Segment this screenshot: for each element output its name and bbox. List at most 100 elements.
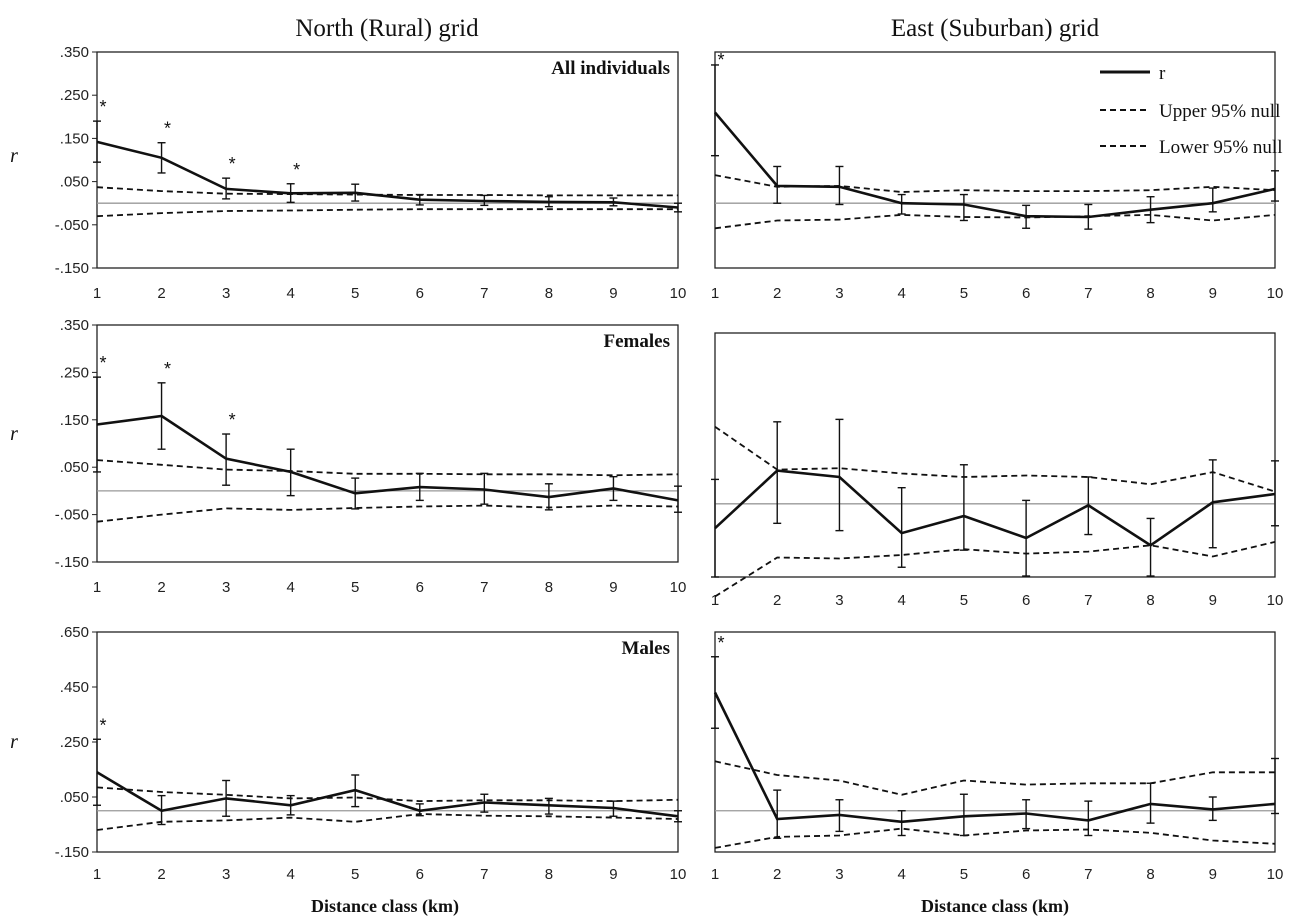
panel-east_all: 1 2 3 4 5 6 7 8 9 10 * (711, 50, 1284, 302)
x-tick-label: 1 (711, 592, 719, 609)
x-tick-label: 4 (286, 285, 294, 302)
error-bar (835, 799, 844, 833)
error-bar (286, 448, 295, 497)
error-bar (711, 64, 719, 157)
upper-null-line (96, 786, 679, 803)
error-bar (222, 779, 231, 817)
y-tick-label: .350 (60, 317, 89, 334)
x-tick-label: 10 (670, 866, 687, 883)
x-tick-label: 1 (93, 579, 101, 596)
x-tick-label: 5 (351, 579, 359, 596)
x-tick-label: 8 (545, 579, 553, 596)
significance-asterisk: * (99, 353, 106, 373)
x-tick-label: 3 (222, 866, 230, 883)
error-bar (351, 477, 360, 510)
x-tick-label: 2 (773, 592, 781, 609)
x-axis-label-east: Distance class (km) (921, 896, 1069, 917)
x-tick-label: 7 (1084, 592, 1092, 609)
x-tick-label: 7 (480, 579, 488, 596)
x-tick-label: 5 (960, 285, 968, 302)
lower-null-line (714, 541, 1276, 598)
x-tick-label: 2 (157, 579, 165, 596)
upper-null-line (714, 425, 1276, 493)
error-bar (835, 418, 844, 532)
x-tick-label: 1 (93, 866, 101, 883)
significance-asterisk: * (229, 154, 236, 174)
panel-east_m: 1 2 3 4 5 6 7 8 9 10 * (711, 631, 1284, 883)
upper-null-line (714, 760, 1275, 796)
y-tick-label: .350 (60, 44, 89, 61)
error-bar (897, 486, 906, 568)
x-tick-label: 5 (960, 592, 968, 609)
y-tick-label: .050 (60, 459, 89, 476)
x-tick-label: 8 (1146, 592, 1154, 609)
upper-null-line (96, 459, 679, 477)
error-bar (835, 165, 844, 206)
r-line (96, 771, 679, 818)
panel-label: All individuals (551, 58, 670, 79)
x-tick-label: 1 (711, 866, 719, 883)
y-tick-label: .250 (60, 364, 89, 381)
error-bar (674, 485, 682, 513)
error-bar (544, 483, 553, 511)
error-bar (674, 202, 682, 213)
y-axis-label-bottom: r (10, 731, 18, 753)
y-tick-label: .150 (60, 130, 89, 147)
upper-null-line (96, 186, 678, 197)
error-bar (93, 738, 101, 806)
error-bar (1146, 782, 1155, 824)
panel-east_f: 1 2 3 4 5 6 7 8 9 10 (711, 332, 1283, 609)
lower-null-line (714, 213, 1276, 230)
error-bar (959, 793, 968, 837)
x-tick-label: 2 (157, 285, 165, 302)
lower-null-line (96, 208, 678, 218)
x-tick-label: 9 (1209, 285, 1217, 302)
x-tick-label: 6 (1022, 866, 1030, 883)
significance-asterisk: * (229, 410, 236, 430)
x-tick-label: 6 (1022, 592, 1030, 609)
x-tick-label: 7 (480, 866, 488, 883)
error-bar (773, 789, 782, 839)
y-tick-label: .050 (60, 789, 89, 806)
y-tick-label: -.150 (55, 260, 89, 277)
lower-null-line (96, 504, 679, 523)
lower-null-line (96, 813, 679, 831)
error-bar (351, 183, 360, 202)
x-tick-label: 3 (835, 866, 843, 883)
y-tick-label: -.150 (55, 554, 89, 571)
x-tick-label: 6 (416, 285, 424, 302)
error-bar (1022, 499, 1031, 577)
error-bar (544, 196, 553, 208)
error-bar (286, 183, 295, 204)
y-tick-label: .250 (60, 734, 89, 751)
error-bar (959, 193, 968, 222)
y-axis-labels: r r r (10, 145, 18, 753)
significance-asterisk: * (99, 715, 106, 735)
error-bar (609, 800, 618, 817)
x-tick-label: 10 (1267, 866, 1284, 883)
error-bar (1146, 517, 1155, 577)
y-tick-label: .650 (60, 624, 89, 641)
panel-label: Females (604, 331, 670, 352)
x-tick-label: 3 (222, 285, 230, 302)
significance-asterisk: * (164, 119, 171, 139)
x-tick-label: 9 (1209, 592, 1217, 609)
y-tick-label: .150 (60, 412, 89, 429)
x-tick-label: 6 (416, 579, 424, 596)
x-tick-label: 10 (1267, 285, 1284, 302)
y-tick-label: .450 (60, 679, 89, 696)
error-bar (1084, 203, 1093, 230)
error-bar (1084, 476, 1093, 536)
error-bar (711, 478, 719, 578)
error-bar (711, 656, 719, 729)
error-bar (1271, 170, 1279, 202)
error-bar (1271, 757, 1279, 815)
plot-frame (714, 332, 1276, 578)
y-tick-label: .250 (60, 87, 89, 104)
error-bar (480, 472, 489, 505)
r-line (96, 414, 679, 502)
